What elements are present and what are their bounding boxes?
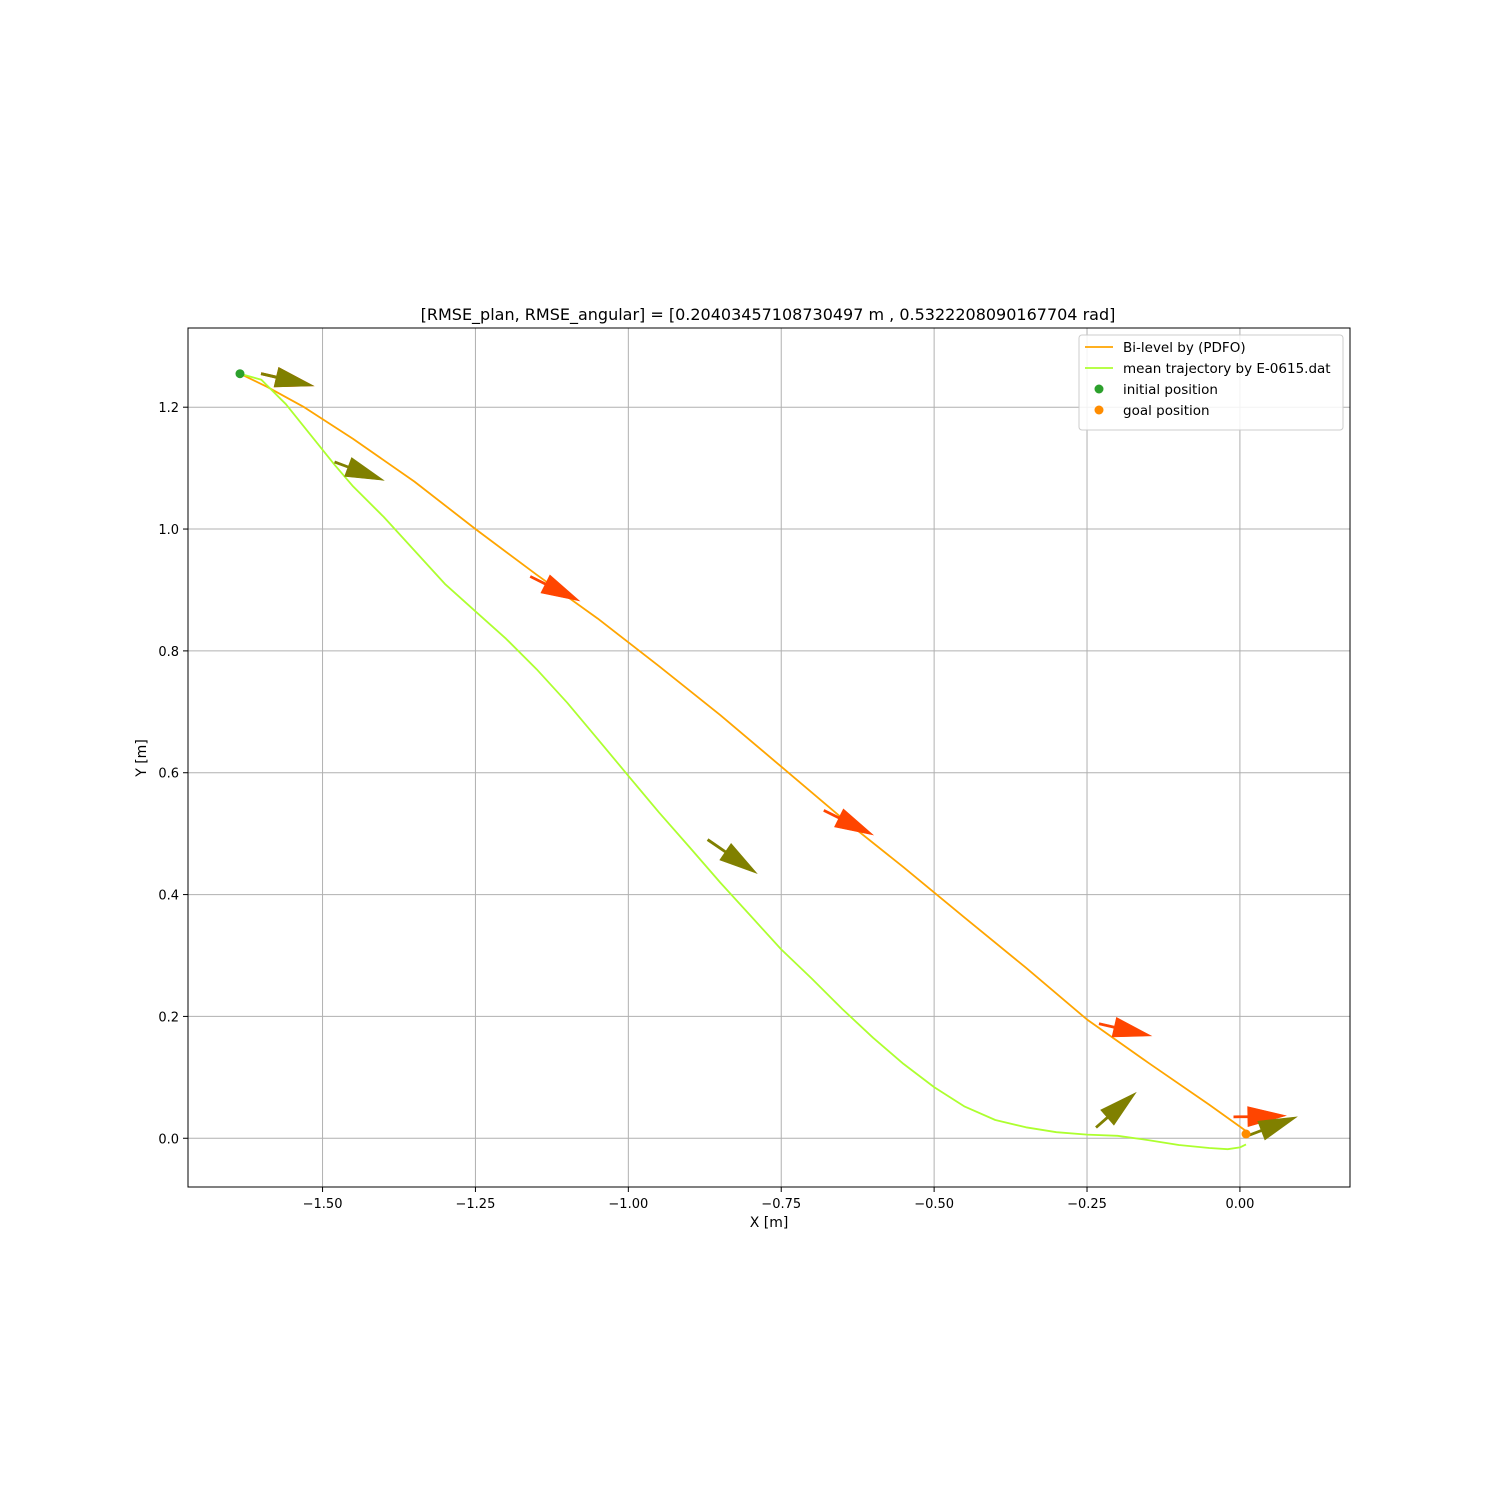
point-initial-position	[235, 369, 245, 379]
x-axis-ticks: −1.50 −1.25 −1.00 −0.75 −0.50 −0.25 0.00	[303, 1187, 1254, 1212]
legend-label-initial-position: initial position	[1123, 382, 1218, 398]
y-tick-label: 0.2	[158, 1010, 179, 1025]
y-tick-label: 0.6	[158, 767, 179, 782]
chart-title: [RMSE_plan, RMSE_angular] = [0.204034571…	[421, 305, 1116, 325]
orientation-arrow-mean-trajectory-by-e-0615-dat	[334, 457, 385, 481]
y-tick-label: 0.4	[158, 889, 179, 904]
y-tick-label: 0.0	[158, 1132, 179, 1147]
x-tick-label: −1.50	[303, 1197, 343, 1212]
orientation-arrow-bi-level-by-pdfo	[1233, 1106, 1287, 1127]
series-line-bi-level-by-pdfo	[239, 372, 1247, 1132]
legend-label-bi-level-by-pdfo: Bi-level by (PDFO)	[1123, 340, 1246, 356]
point-goal-position	[1241, 1129, 1251, 1139]
legend-swatch-goal-position	[1094, 405, 1104, 415]
orientation-arrow-bi-level-by-pdfo	[1098, 1017, 1153, 1038]
x-tick-label: −0.50	[914, 1197, 954, 1212]
orientation-arrow-mean-trajectory-by-e-0615-dat	[260, 367, 315, 388]
legend-box	[1078, 334, 1344, 431]
orientation-arrow-mean-trajectory-by-e-0615-dat	[1095, 1091, 1137, 1129]
orientation-arrow-bi-level-by-pdfo	[529, 574, 581, 602]
legend: Bi-level by (PDFO) mean trajectory by E-0…	[1078, 334, 1344, 431]
x-tick-label: 0.00	[1225, 1197, 1254, 1212]
plot-area	[235, 367, 1298, 1151]
x-tick-label: −1.25	[456, 1197, 496, 1212]
y-tick-label: 0.8	[158, 645, 179, 660]
series-line-mean-trajectory-by-e-0615-dat	[239, 372, 1247, 1151]
x-tick-label: −1.00	[608, 1197, 648, 1212]
x-axis-label: X [m]	[750, 1215, 789, 1231]
orientation-arrow-bi-level-by-pdfo	[823, 808, 875, 836]
y-axis-label: Y [m]	[134, 739, 150, 778]
axes-frame	[187, 327, 1351, 1188]
x-tick-label: −0.75	[761, 1197, 801, 1212]
y-tick-label: 1.2	[158, 401, 179, 416]
x-tick-label: −0.25	[1067, 1197, 1107, 1212]
orientation-arrow-mean-trajectory-by-e-0615-dat	[706, 838, 758, 874]
orientation-arrow-mean-trajectory-by-e-0615-dat	[1248, 1116, 1298, 1141]
legend-label-mean-trajectory-by-e-0615-dat: mean trajectory by E-0615.dat	[1123, 361, 1331, 377]
y-tick-label: 1.0	[158, 523, 179, 538]
legend-swatch-initial-position	[1094, 384, 1104, 394]
y-axis-ticks: 0.0 0.2 0.4 0.6 0.8 1.0 1.2	[158, 401, 188, 1147]
legend-label-goal-position: goal position	[1123, 403, 1210, 419]
